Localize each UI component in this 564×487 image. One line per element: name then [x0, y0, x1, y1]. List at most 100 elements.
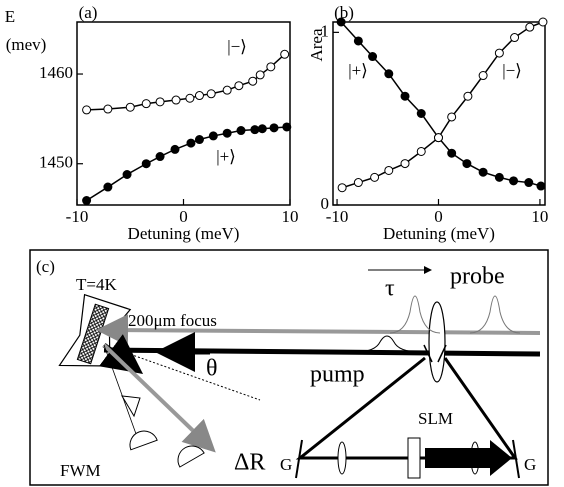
- data-point: [103, 182, 113, 192]
- data-point: [478, 167, 488, 177]
- plot-frame: [76, 21, 291, 206]
- data-point: [524, 178, 534, 188]
- series-label: |−⟩: [502, 61, 522, 80]
- x-tick-label: -10: [66, 207, 89, 226]
- pump-pulse: [354, 335, 421, 353]
- data-point: [538, 17, 548, 27]
- data-point: [494, 48, 504, 58]
- fwm-label: FWM: [60, 461, 101, 480]
- data-point: [248, 76, 258, 86]
- data-point: [186, 138, 196, 148]
- data-point: [525, 22, 535, 32]
- x-axis-label: Detuning (meV): [383, 224, 495, 243]
- data-point: [370, 172, 380, 182]
- slm: [407, 437, 421, 479]
- data-point: [255, 70, 265, 80]
- data-point: [478, 71, 488, 81]
- delay-label: τ: [385, 276, 395, 302]
- data-point: [400, 159, 410, 169]
- data-point: [400, 91, 410, 101]
- data-point: [234, 81, 244, 91]
- mirror: [423, 344, 433, 363]
- data-point: [222, 128, 232, 138]
- x-tick-label: 0: [179, 207, 188, 226]
- panel-label: (b): [334, 3, 354, 22]
- mirror: [437, 344, 447, 363]
- series-line: [340, 21, 542, 187]
- data-point: [141, 159, 151, 169]
- data-point: [416, 146, 426, 156]
- data-point: [384, 165, 394, 175]
- data-point: [185, 93, 195, 103]
- x-axis-label: Detuning (meV): [128, 224, 240, 243]
- focus-label: 200μm focus: [128, 311, 217, 330]
- y-axis-label: Area: [307, 28, 326, 61]
- x-tick-label: -10: [326, 207, 349, 226]
- probe-pulse: [469, 295, 521, 334]
- data-point: [170, 144, 180, 154]
- data-point: [282, 122, 292, 132]
- data-point: [257, 124, 267, 134]
- angle-label: θ: [206, 356, 218, 382]
- lens: [428, 301, 446, 383]
- data-point: [171, 95, 181, 105]
- data-point: [510, 33, 520, 43]
- data-point: [208, 131, 218, 141]
- data-point: [250, 125, 260, 135]
- series-label: |−⟩: [227, 37, 247, 56]
- data-point: [280, 49, 290, 59]
- reflected: [102, 343, 216, 453]
- y-tick-label: 1450: [39, 153, 73, 172]
- series-label: |+⟩: [216, 147, 236, 166]
- detector: [177, 445, 205, 468]
- data-point: [125, 102, 135, 112]
- data-point: [194, 91, 204, 101]
- data-point: [462, 159, 472, 169]
- pump-label: pump: [310, 362, 365, 388]
- y-axis-label: (mev): [6, 35, 47, 54]
- series-line: [341, 21, 544, 189]
- y-tick-label: 1: [321, 21, 330, 40]
- diagram: (c) T=4K 200μm focus τ probe θ pump SLM …: [29, 249, 549, 486]
- data-point: [494, 172, 504, 182]
- data-point: [463, 91, 473, 101]
- panel-label: (c): [36, 257, 55, 276]
- data-point: [416, 109, 426, 118]
- data-point: [433, 133, 443, 143]
- probe-beam: [96, 314, 541, 347]
- lens: [337, 441, 347, 475]
- fwm-beam: [103, 344, 141, 446]
- normal: [103, 344, 261, 401]
- x-tick-label: 10: [531, 207, 548, 226]
- grating: [295, 439, 303, 479]
- data-point: [336, 17, 346, 27]
- grating-label: G: [524, 455, 536, 474]
- data-point: [509, 176, 519, 186]
- fwm-arrowhead: [121, 395, 141, 418]
- panel-label: (a): [79, 3, 98, 22]
- data-point: [368, 52, 378, 62]
- grating-label: G: [280, 455, 292, 474]
- data-point: [269, 123, 279, 133]
- grating: [512, 439, 520, 479]
- data-point: [236, 126, 246, 136]
- y-tick-label: 1460: [39, 63, 73, 82]
- data-point: [82, 105, 92, 115]
- data-point: [155, 152, 165, 162]
- data-point: [103, 104, 113, 114]
- x-tick-label: 10: [282, 207, 299, 226]
- probe-pulse: [389, 295, 441, 334]
- shaped-beam: [425, 440, 512, 476]
- data-point: [353, 36, 363, 46]
- panel-frame: [29, 249, 549, 486]
- reflect-label: ΔR: [234, 450, 265, 476]
- data-point: [384, 69, 394, 79]
- data-point: [206, 89, 216, 99]
- probe-label: probe: [450, 264, 505, 290]
- data-point: [122, 170, 132, 179]
- data-point: [82, 196, 92, 206]
- detector: [129, 430, 158, 451]
- data-point: [141, 99, 151, 109]
